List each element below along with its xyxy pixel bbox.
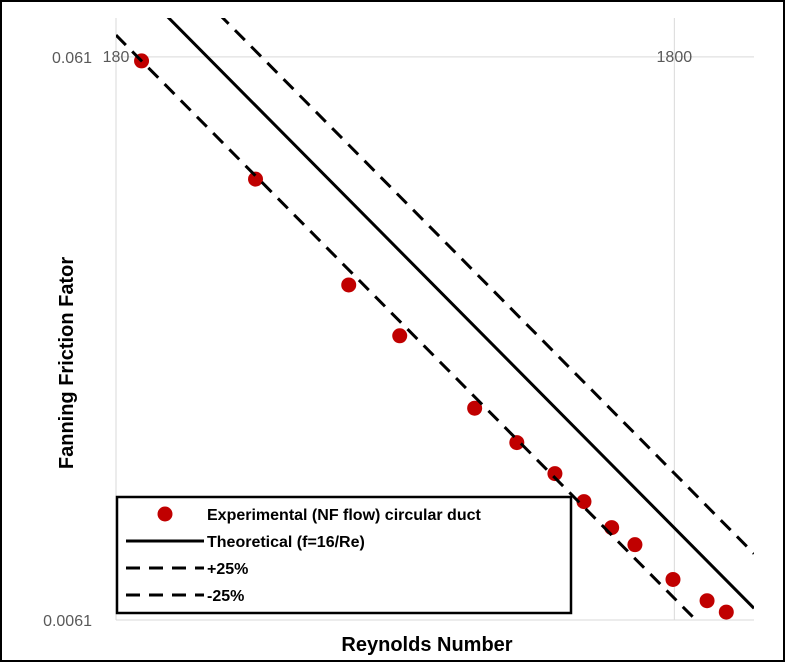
x-tick-label-1: 1800	[657, 49, 693, 66]
legend-label-3: -25%	[207, 588, 244, 605]
data-point-4	[467, 400, 483, 416]
series-line-2	[220, 18, 754, 555]
legend-label-2: +25%	[207, 561, 248, 578]
data-point-5	[509, 435, 525, 451]
data-point-7	[576, 494, 592, 510]
data-point-6	[547, 466, 563, 482]
data-point-11	[699, 593, 715, 609]
data-point-8	[604, 520, 620, 536]
legend: Experimental (NF flow) circular duct Theo…	[115, 495, 573, 615]
series-line-3	[116, 34, 698, 620]
legend-label-1: Theoretical (f=16/Re)	[207, 534, 365, 551]
data-point-3	[392, 328, 408, 344]
data-point-9	[627, 537, 643, 553]
x-axis-title: Reynolds Number	[341, 634, 512, 656]
legend-swatch-0	[157, 506, 173, 522]
y-axis-title: Fanning Friction Fator	[56, 257, 78, 469]
data-point-12	[718, 604, 734, 620]
x-tick-label-0: 180	[103, 49, 130, 66]
legend-box	[115, 495, 573, 615]
data-point-10	[665, 571, 681, 587]
data-point-2	[341, 277, 357, 293]
y-tick-label-1: 0.0061	[43, 613, 92, 630]
series-line-1	[166, 18, 754, 610]
data-point-1	[248, 171, 264, 187]
y-tick-label-0: 0.061	[52, 50, 92, 67]
legend-label-0: Experimental (NF flow) circular duct	[207, 507, 482, 524]
